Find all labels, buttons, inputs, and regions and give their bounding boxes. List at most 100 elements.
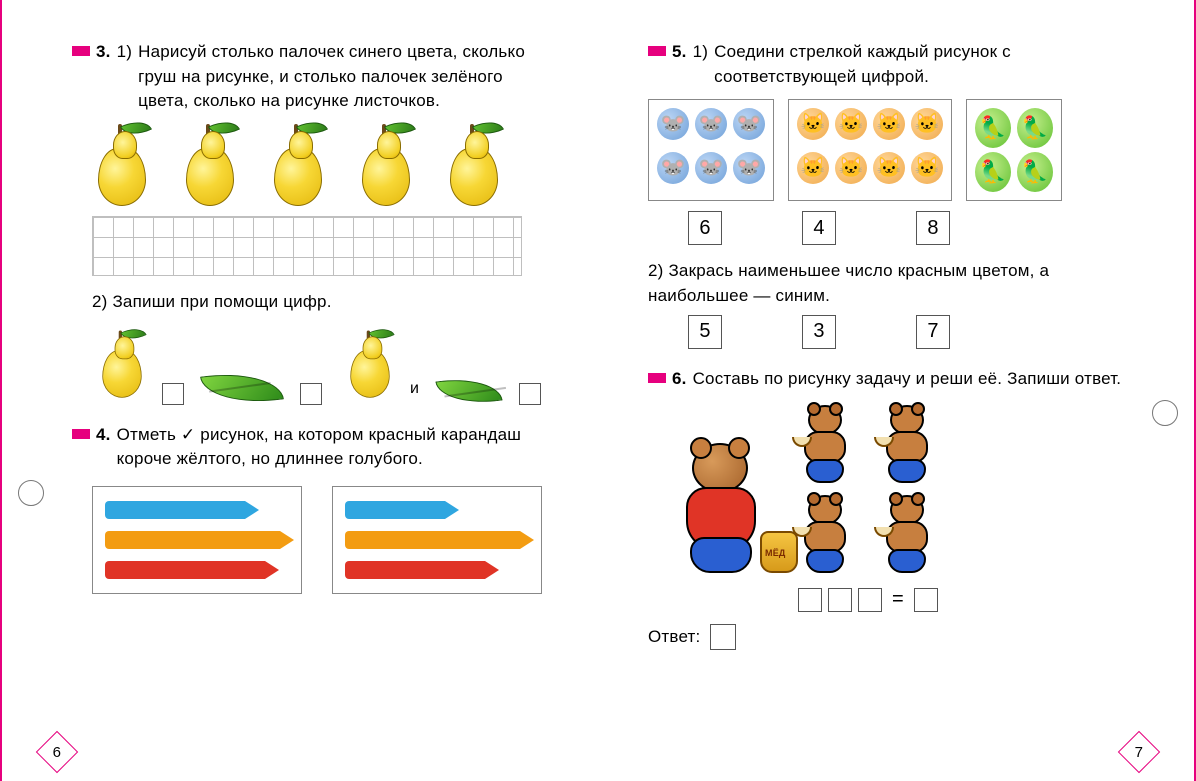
task-4: 4. Отметь ✓ рисунок, на котором красный … bbox=[72, 423, 548, 594]
bullet-icon bbox=[648, 46, 666, 56]
cat-icon bbox=[911, 152, 943, 184]
part-label: 1) bbox=[117, 40, 133, 65]
mice-box[interactable] bbox=[648, 99, 774, 201]
task-text: Закрась наименьшее число красным цветом,… bbox=[648, 261, 1049, 305]
answer-box[interactable] bbox=[300, 383, 322, 405]
honey-pot-icon bbox=[760, 531, 798, 573]
bullet-icon bbox=[72, 429, 90, 439]
mouse-icon bbox=[733, 152, 765, 184]
pear-icon bbox=[92, 126, 152, 206]
answer-box[interactable] bbox=[914, 588, 938, 612]
cat-icon bbox=[911, 108, 943, 140]
task-text: Отметь ✓ рисунок, на котором красный кар… bbox=[117, 423, 548, 472]
binder-hole-icon bbox=[18, 480, 44, 506]
mouse-icon bbox=[657, 152, 689, 184]
pear-icon bbox=[345, 332, 394, 398]
pear-icon bbox=[180, 126, 240, 206]
pear-icon bbox=[444, 126, 504, 206]
bullet-icon bbox=[648, 373, 666, 383]
picture-boxes bbox=[648, 99, 1124, 201]
leaf-icon bbox=[436, 372, 503, 409]
bear-big-icon bbox=[678, 443, 768, 573]
number-cell[interactable]: 3 bbox=[802, 315, 836, 349]
cat-icon bbox=[797, 152, 829, 184]
count-row: и bbox=[92, 325, 548, 405]
pencil-card[interactable] bbox=[92, 486, 302, 594]
pencil-card[interactable] bbox=[332, 486, 542, 594]
cats-box[interactable] bbox=[788, 99, 952, 201]
task-text: Нарисуй столько палочек синего цвета, ск… bbox=[138, 40, 548, 114]
pencil-blue-icon bbox=[105, 501, 245, 519]
number-cell[interactable]: 8 bbox=[916, 211, 950, 245]
pencil-red-icon bbox=[345, 561, 485, 579]
cat-icon bbox=[873, 108, 905, 140]
mouse-icon bbox=[695, 108, 727, 140]
number-cell[interactable]: 4 bbox=[802, 211, 836, 245]
cubs-grid bbox=[796, 405, 940, 573]
pencil-red-icon bbox=[105, 561, 265, 579]
answer-box[interactable] bbox=[828, 588, 852, 612]
pear-icon bbox=[97, 332, 146, 398]
parrot-icon bbox=[1017, 108, 1053, 148]
pears-row bbox=[92, 126, 548, 206]
answer-box[interactable] bbox=[858, 588, 882, 612]
binder-hole-icon bbox=[1152, 400, 1178, 426]
bullet-icon bbox=[72, 46, 90, 56]
and-label: и bbox=[410, 377, 419, 400]
task-number: 3. bbox=[96, 40, 111, 65]
cat-icon bbox=[873, 152, 905, 184]
mouse-icon bbox=[733, 108, 765, 140]
number-row-1: 6 4 8 bbox=[688, 211, 1124, 245]
pencil-orange-icon bbox=[345, 531, 520, 549]
number-row-2: 5 3 7 bbox=[688, 315, 1124, 349]
page-number-badge: 7 bbox=[1118, 731, 1160, 773]
page-right: 5. 1) Соедини стрелкой каждый рисунок с … bbox=[598, 0, 1194, 781]
cat-icon bbox=[797, 108, 829, 140]
parrot-icon bbox=[975, 152, 1011, 192]
cub-icon bbox=[796, 495, 854, 573]
answer-label: Ответ: bbox=[648, 625, 700, 650]
page-number: 6 bbox=[53, 744, 61, 761]
pear-icon bbox=[268, 126, 328, 206]
task-text: Составь по рисунку задачу и реши её. Зап… bbox=[693, 367, 1122, 392]
part-label: 1) bbox=[693, 40, 709, 65]
cat-icon bbox=[835, 108, 867, 140]
number-cell[interactable]: 6 bbox=[688, 211, 722, 245]
parrots-box[interactable] bbox=[966, 99, 1062, 201]
pencil-options bbox=[92, 486, 548, 594]
task-5: 5. 1) Соедини стрелкой каждый рисунок с … bbox=[648, 40, 1124, 349]
bears-scene bbox=[678, 405, 1124, 573]
page-number: 7 bbox=[1135, 744, 1143, 761]
task3-part2: 2) Запиши при помощи цифр. bbox=[92, 290, 548, 315]
parrot-icon bbox=[1017, 152, 1053, 192]
cub-icon bbox=[878, 405, 936, 483]
number-cell[interactable]: 5 bbox=[688, 315, 722, 349]
answer-row: Ответ: bbox=[648, 624, 1124, 650]
task-text: Запиши при помощи цифр. bbox=[112, 292, 331, 311]
page-spread: 3. 1) Нарисуй столько палочек синего цве… bbox=[0, 0, 1196, 781]
answer-grid[interactable] bbox=[92, 216, 522, 276]
equation-row: = bbox=[798, 585, 1124, 614]
part-label: 2) bbox=[648, 261, 664, 280]
task-6: 6. Составь по рисунку задачу и реши её. … bbox=[648, 367, 1124, 651]
pear-icon bbox=[356, 126, 416, 206]
part-label: 2) bbox=[92, 292, 108, 311]
pencil-orange-icon bbox=[105, 531, 280, 549]
task-3: 3. 1) Нарисуй столько палочек синего цве… bbox=[72, 40, 548, 405]
mouse-icon bbox=[695, 152, 727, 184]
cub-icon bbox=[878, 495, 936, 573]
leaf-icon bbox=[200, 365, 284, 410]
answer-box[interactable] bbox=[798, 588, 822, 612]
page-left: 3. 1) Нарисуй столько палочек синего цве… bbox=[2, 0, 598, 781]
pencil-blue-icon bbox=[345, 501, 445, 519]
answer-box[interactable] bbox=[519, 383, 541, 405]
task5-part2: 2) Закрась наименьшее число красным цвет… bbox=[648, 259, 1124, 308]
number-cell[interactable]: 7 bbox=[916, 315, 950, 349]
cat-icon bbox=[835, 152, 867, 184]
task-number: 4. bbox=[96, 423, 111, 448]
cub-icon bbox=[796, 405, 854, 483]
equals-sign: = bbox=[892, 585, 904, 614]
answer-box[interactable] bbox=[710, 624, 736, 650]
task-text: Соедини стрелкой каждый рисунок с соотве… bbox=[714, 40, 1124, 89]
answer-box[interactable] bbox=[162, 383, 184, 405]
